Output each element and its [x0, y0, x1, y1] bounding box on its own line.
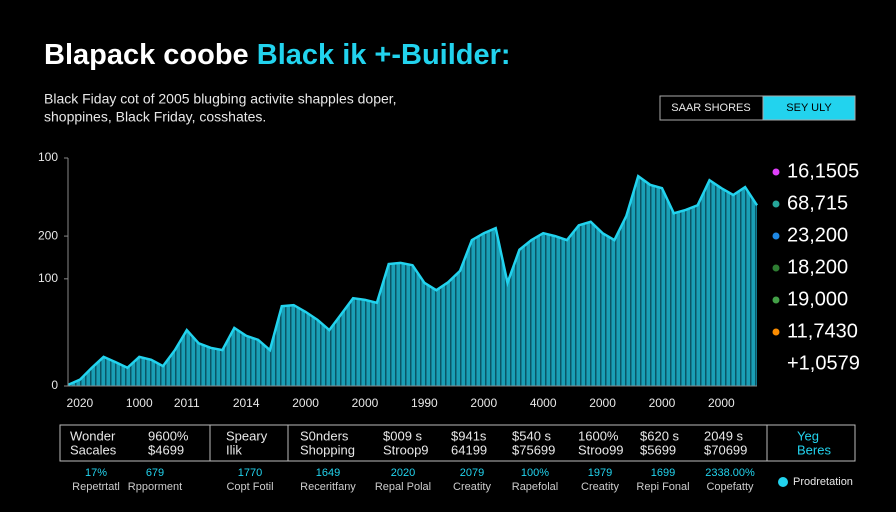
table-cell: Ilik [226, 442, 242, 457]
stat-dot [772, 296, 780, 304]
stat-value: 11,7430 [787, 320, 858, 342]
x-tick-label: 2000 [649, 396, 676, 410]
table-cell: Stroop9 [383, 442, 429, 457]
table-cell: 64199 [451, 442, 487, 457]
subtitle-line: shoppines, Black Friday, cosshates. [44, 109, 266, 125]
x-tick-label: 2020 [67, 396, 94, 410]
footer-value: 1770 [238, 467, 262, 479]
footer-label: Repi Fonal [636, 481, 689, 493]
table-cell: 1600% [578, 428, 619, 443]
table-cell: $75699 [512, 442, 555, 457]
legend-dot [778, 477, 788, 487]
stat-value: 18,200 [787, 256, 848, 278]
stat-value: 23,200 [787, 224, 848, 246]
footer-label: Creatity [581, 481, 619, 493]
table-cell: Beres [797, 442, 831, 457]
footer-value: 1699 [651, 467, 675, 479]
stat-value: 16,1505 [787, 160, 859, 182]
title-white: Blapack coobe [44, 39, 249, 71]
legend-label: Prodretation [793, 476, 853, 488]
table-cell: Sacales [70, 442, 117, 457]
stat-value: 68,715 [787, 192, 848, 214]
x-tick-label: 2000 [352, 396, 379, 410]
title: Blapack coobe Black ik +-Builder: [44, 39, 511, 71]
table-cell: Yeg [797, 428, 819, 443]
footer-value: 17% [85, 467, 107, 479]
x-tick-label: 2000 [708, 396, 735, 410]
footer-label: Creatity [453, 481, 491, 493]
y-tick-label: 100 [38, 150, 58, 164]
x-tick-label: 2014 [233, 396, 260, 410]
x-tick-label: 2011 [174, 396, 200, 410]
y-tick-label: 100 [38, 271, 58, 285]
stat-dot [772, 264, 780, 272]
y-tick-label: 0 [51, 378, 58, 392]
table-cell: $009 s [383, 428, 423, 443]
stat-dot [772, 168, 780, 176]
footer-value: 100% [521, 467, 549, 479]
table-cell: $5699 [640, 442, 676, 457]
toggle: SAAR SHORES SEY ULY [659, 95, 856, 121]
line [67, 174, 759, 387]
toggle-label[interactable]: SEY ULY [786, 102, 832, 114]
table-cell: S0nders [300, 428, 349, 443]
footer-value: 1979 [588, 467, 612, 479]
table-cell: Shopping [300, 442, 355, 457]
toggle-button-active[interactable] [762, 95, 856, 121]
table-cell: Wonder [70, 428, 116, 443]
footer-label: Copt Fotil [226, 481, 273, 493]
footer-label: Rpporment [128, 481, 182, 493]
stat-dot [772, 328, 780, 336]
stat-dot [772, 232, 780, 240]
table-border [59, 424, 856, 462]
footer-value: 1649 [316, 467, 340, 479]
chart: 0 100 200 100 2020 1000 2011 2014 2000 2000 1990 20… [38, 150, 759, 410]
footer-label: Rapefolal [512, 481, 558, 493]
footer-value: 679 [146, 467, 164, 479]
toggle-label[interactable]: SAAR SHORES [671, 102, 750, 114]
table-cell: $4699 [148, 442, 184, 457]
x-tick-label: 1000 [126, 396, 153, 410]
stat-value: +1,0579 [787, 352, 860, 374]
x-tick-label: 2000 [589, 396, 616, 410]
area [68, 176, 757, 386]
stat-value: 19,000 [787, 288, 848, 310]
table-cell: 9600% [148, 428, 189, 443]
table-cell: Speary [226, 428, 268, 443]
footer-label: Receritfany [300, 481, 356, 493]
x-tick-label: 1990 [411, 396, 438, 410]
table-cell: Stroo99 [578, 442, 624, 457]
toggle-button[interactable] [659, 95, 764, 121]
footer-label: Copefatty [706, 481, 754, 493]
x-tick-label: 4000 [530, 396, 557, 410]
footer-value: 2020 [391, 467, 415, 479]
footer-label: Repetrtatl [72, 481, 120, 493]
footer-value: 2079 [460, 467, 484, 479]
table-cell: $941s [451, 428, 487, 443]
stat-dot [772, 200, 780, 208]
table-cell: $70699 [704, 442, 747, 457]
footer-label: Repal Polal [375, 481, 431, 493]
table-cell: 2049 s [704, 428, 744, 443]
table-cell: $540 s [512, 428, 552, 443]
title-cyan: Black ik +-Builder: [257, 39, 511, 71]
subtitle-line: Black Fiday cot of 2005 blugbing activit… [44, 91, 397, 107]
x-tick-label: 2000 [292, 396, 319, 410]
y-tick-label: 200 [38, 228, 58, 242]
footer-value: 2338.00% [705, 467, 755, 479]
table-cell: $620 s [640, 428, 680, 443]
x-tick-label: 2000 [470, 396, 497, 410]
stats: 16,1505 68,715 23,200 18,200 19,000 11,7430 +1… [772, 160, 860, 374]
